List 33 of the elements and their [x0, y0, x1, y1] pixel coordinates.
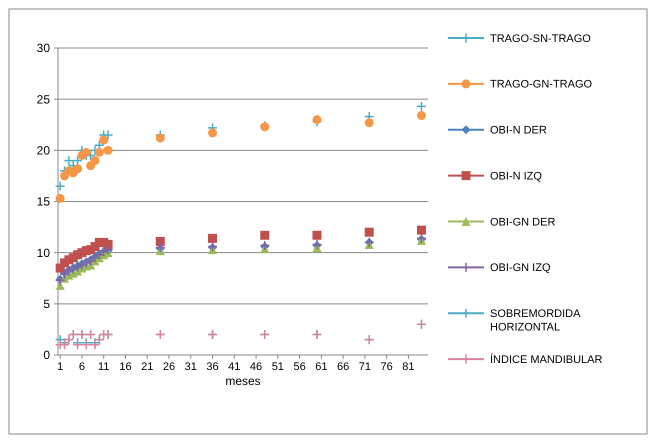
- x-tick-label: 56: [293, 361, 306, 373]
- x-tick-label: 66: [336, 361, 350, 373]
- x-tick-label: 31: [184, 361, 197, 373]
- x-tick-label: 46: [250, 361, 262, 373]
- y-tick-label: 20: [36, 144, 50, 158]
- x-tick-label: 76: [380, 361, 393, 373]
- x-tick-label: 51: [272, 361, 284, 373]
- x-tick-label: 16: [119, 361, 132, 373]
- legend-label: OBI-N IZQ: [490, 170, 542, 182]
- x-tick-label: 21: [141, 361, 154, 373]
- legend-label: ÍNDICE MANDIBULAR: [490, 352, 603, 366]
- x-tick-label: 71: [358, 361, 372, 373]
- x-axis-title: meses: [225, 374, 261, 388]
- legend-label: SOBREMORDIDA HORIZONTAL: [490, 308, 582, 334]
- y-tick-label: 30: [36, 41, 50, 56]
- y-tick-label: 15: [36, 194, 50, 209]
- x-tick-label: 6: [78, 361, 86, 373]
- legend-label: OBI-N DER: [490, 124, 547, 137]
- legend-label: TRAGO-GN-TRAGO: [490, 78, 592, 91]
- x-tick-label: 61: [315, 361, 328, 373]
- legend-label: OBI-GN DER: [490, 216, 556, 228]
- x-tick-label: 1: [57, 361, 64, 373]
- y-tick-label: 10: [36, 246, 50, 260]
- y-tick-label: 5: [43, 297, 50, 312]
- legend-label: OBI-GN IZQ: [490, 262, 551, 274]
- y-tick-label: 0: [43, 348, 50, 362]
- legend-label: TRAGO-SN-TRAGO: [490, 32, 592, 45]
- y-tick-label: 25: [36, 92, 50, 106]
- x-tick-label: 81: [402, 361, 415, 373]
- x-tick-label: 36: [206, 361, 219, 373]
- x-tick-label: 11: [98, 361, 110, 373]
- x-tick-label: 26: [162, 361, 176, 373]
- x-tick-label: 41: [228, 361, 240, 373]
